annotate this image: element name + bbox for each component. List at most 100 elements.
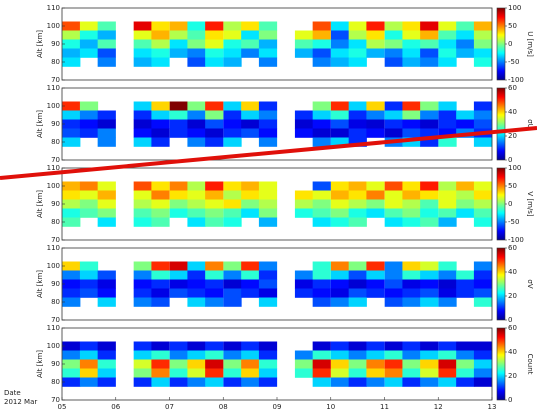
- heat-cell: [133, 377, 152, 387]
- colorbar: [496, 7, 506, 81]
- heat-cell: [258, 297, 278, 307]
- y-axis-label: Alt [km]: [36, 190, 44, 218]
- heat-cell: [294, 110, 314, 120]
- heat-cell: [438, 101, 457, 111]
- heat-cell: [151, 261, 170, 271]
- heat-cell: [456, 270, 475, 280]
- heat-cell: [79, 30, 99, 40]
- heat-cell: [133, 288, 152, 298]
- heat-cell: [133, 359, 152, 369]
- heat-cell: [151, 57, 170, 67]
- x-tick-label: 08: [219, 403, 228, 409]
- heat-cell: [348, 261, 367, 271]
- heat-cell: [420, 199, 439, 209]
- heat-cell: [97, 137, 116, 147]
- heat-cell: [366, 350, 385, 360]
- colorbar-tick-label: 50: [508, 182, 517, 190]
- heat-cell: [223, 57, 242, 67]
- heat-cell: [473, 119, 493, 129]
- heat-cell: [223, 30, 242, 40]
- heat-cell: [473, 199, 493, 209]
- heat-cell: [187, 350, 206, 360]
- heat-cell: [151, 217, 170, 227]
- heat-cell: [384, 110, 403, 120]
- heat-cell: [420, 57, 439, 67]
- heat-cell: [151, 359, 170, 369]
- heat-cell: [223, 377, 242, 387]
- heat-cell: [348, 181, 367, 191]
- heat-cell: [258, 279, 278, 289]
- heat-cell: [205, 190, 224, 200]
- heat-cell: [133, 181, 152, 191]
- heat-cell: [97, 341, 116, 351]
- heat-cell: [348, 128, 367, 138]
- heat-cell: [384, 39, 403, 49]
- heat-cell: [402, 110, 421, 120]
- heat-cell: [473, 359, 493, 369]
- heat-cell: [223, 181, 242, 191]
- heat-cell: [187, 341, 206, 351]
- heat-cell: [187, 128, 206, 138]
- heat-cell: [384, 217, 403, 227]
- heat-cell: [456, 208, 475, 218]
- heat-cell: [187, 30, 206, 40]
- heat-cell: [420, 359, 439, 369]
- heat-cell: [366, 368, 385, 378]
- heat-cell: [384, 190, 403, 200]
- heat-cell: [312, 39, 331, 49]
- heat-cell: [312, 377, 331, 387]
- heat-cell: [366, 21, 385, 31]
- colorbar-tick-label: 100: [508, 4, 521, 12]
- heat-cell: [79, 190, 99, 200]
- heat-cell: [241, 128, 260, 138]
- heat-cell: [312, 368, 331, 378]
- heat-cell: [62, 190, 81, 200]
- heat-cell: [366, 181, 385, 191]
- y-tick-label: 90: [51, 40, 60, 48]
- heat-cell: [384, 181, 403, 191]
- heat-cell: [473, 377, 493, 387]
- heat-cell: [223, 39, 242, 49]
- heat-cell: [79, 119, 99, 129]
- heat-cell: [133, 101, 152, 111]
- heat-cell: [294, 39, 314, 49]
- heat-cell: [187, 119, 206, 129]
- heat-cell: [348, 270, 367, 280]
- y-tick-label: 90: [51, 360, 60, 368]
- colorbar-tick-label: 50: [508, 22, 517, 30]
- heat-cell: [205, 30, 224, 40]
- heat-cell: [97, 199, 116, 209]
- heat-cell: [97, 128, 116, 138]
- heat-cell: [258, 377, 278, 387]
- heat-cell: [438, 208, 457, 218]
- y-tick-label: 100: [47, 22, 60, 30]
- heat-cell: [420, 48, 439, 58]
- x-tick-label: 10: [326, 403, 335, 409]
- heat-cell: [420, 288, 439, 298]
- heat-cell: [348, 190, 367, 200]
- heat-cell: [187, 199, 206, 209]
- heat-cell: [348, 110, 367, 120]
- heat-cell: [258, 128, 278, 138]
- y-tick-label: 110: [47, 244, 60, 252]
- colorbar-tick-label: 0: [508, 316, 512, 324]
- heat-cell: [169, 199, 188, 209]
- heat-cell: [62, 261, 81, 271]
- heat-cell: [348, 341, 367, 351]
- heat-cell: [456, 341, 475, 351]
- heat-cell: [223, 341, 242, 351]
- colorbar-tick-label: 0: [508, 40, 512, 48]
- heat-cell: [330, 217, 350, 227]
- heat-cell: [312, 288, 331, 298]
- heat-cell: [241, 181, 260, 191]
- heat-cell: [438, 21, 457, 31]
- heat-cell: [294, 48, 314, 58]
- heat-cell: [79, 359, 99, 369]
- heat-cell: [473, 39, 493, 49]
- heat-cell: [169, 350, 188, 360]
- heat-cell: [312, 57, 331, 67]
- heat-cell: [187, 48, 206, 58]
- colorbar: [496, 87, 506, 161]
- heat-cell: [187, 288, 206, 298]
